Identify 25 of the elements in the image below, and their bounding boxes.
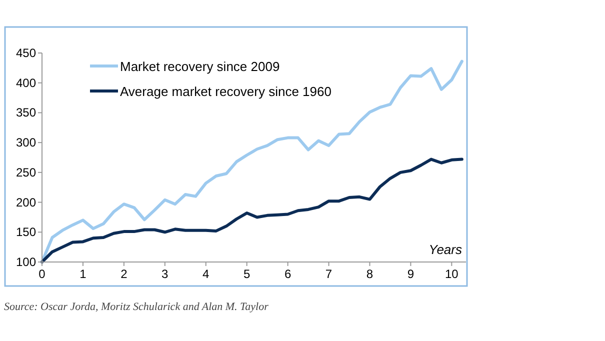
x-tick-label: 10: [444, 267, 459, 281]
x-tick-label: 3: [162, 267, 169, 281]
x-tick-label: 7: [325, 267, 332, 281]
y-tick-label: 350: [16, 106, 36, 120]
source-note: Source: Oscar Jorda, Moritz Schularick and Alan M. Taylor: [4, 301, 270, 313]
y-tick-label: 250: [16, 165, 36, 180]
x-tick-label: 0: [38, 267, 46, 281]
x-tick-label: 4: [202, 267, 210, 281]
x-tick-label: 6: [284, 267, 292, 281]
y-tick-label: 200: [16, 195, 36, 210]
x-tick-label: 1: [80, 267, 87, 281]
x-tick-label: 5: [243, 267, 250, 281]
y-tick-label: 150: [16, 225, 36, 240]
legend-label: Average market recovery since 1960: [120, 84, 332, 99]
x-tick-label: 8: [366, 267, 374, 281]
x-tick-label: 2: [120, 267, 128, 281]
line-series: [40, 158, 464, 264]
y-tick-label: 450: [16, 46, 36, 60]
y-tick-label: 100: [16, 255, 36, 269]
x-tick-label: 9: [407, 267, 414, 281]
legend-label: Market recovery since 2009: [120, 59, 280, 74]
line-series: [40, 60, 464, 264]
y-tick-label: 400: [16, 76, 36, 90]
x-axis-title: Years: [428, 242, 462, 257]
y-tick-label: 300: [16, 136, 36, 150]
